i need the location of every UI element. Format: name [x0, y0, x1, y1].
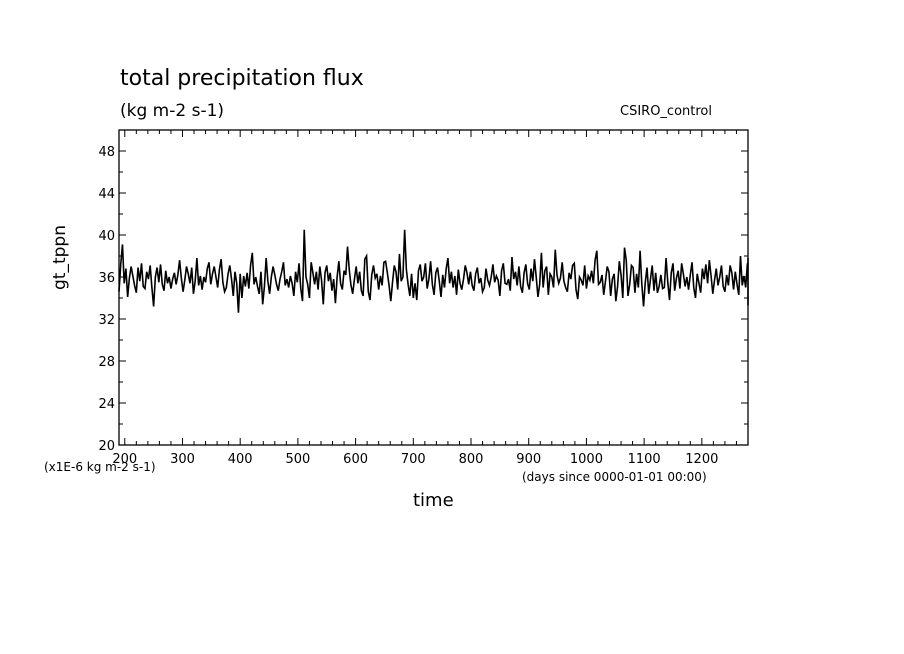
series-group — [118, 229, 749, 313]
y-scale-note: (x1E-6 kg m-2 s-1) — [44, 460, 156, 474]
x-tick-label: 1200 — [685, 452, 718, 467]
x-tick-label: 700 — [401, 452, 426, 467]
y-tick-label: 32 — [98, 313, 115, 328]
x-tick-label: 1100 — [628, 452, 661, 467]
y-tick-label: 44 — [98, 187, 115, 202]
y-tick-label: 28 — [98, 355, 115, 370]
x-tick-label: 500 — [285, 452, 310, 467]
x-tick-label: 600 — [343, 452, 368, 467]
x-tick-label: 400 — [228, 452, 253, 467]
series-line — [118, 229, 749, 313]
x-axis-label: time — [413, 490, 454, 511]
dataset-label: CSIRO_control — [620, 104, 712, 119]
y-tick-label: 20 — [98, 439, 115, 454]
y-tick-label: 40 — [98, 229, 115, 244]
x-units-label: (days since 0000-01-01 00:00) — [522, 470, 707, 484]
y-tick-label: 36 — [98, 271, 115, 286]
x-tick-label: 900 — [516, 452, 541, 467]
axis-ticks: 20 24 28 32 36 40 44 48 200 300 400 500 600 700 800 900… — [98, 129, 749, 467]
x-tick-label: 800 — [459, 452, 484, 467]
x-tick-label: 200 — [112, 452, 137, 467]
x-tick-label: 1000 — [570, 452, 603, 467]
chart-units: (kg m-2 s-1) — [120, 101, 225, 121]
chart-title: total precipitation flux — [120, 66, 364, 91]
x-tick-label: 300 — [170, 452, 195, 467]
plot-frame — [118, 129, 749, 446]
y-tick-label: 48 — [98, 145, 115, 160]
y-tick-label: 24 — [98, 397, 115, 412]
